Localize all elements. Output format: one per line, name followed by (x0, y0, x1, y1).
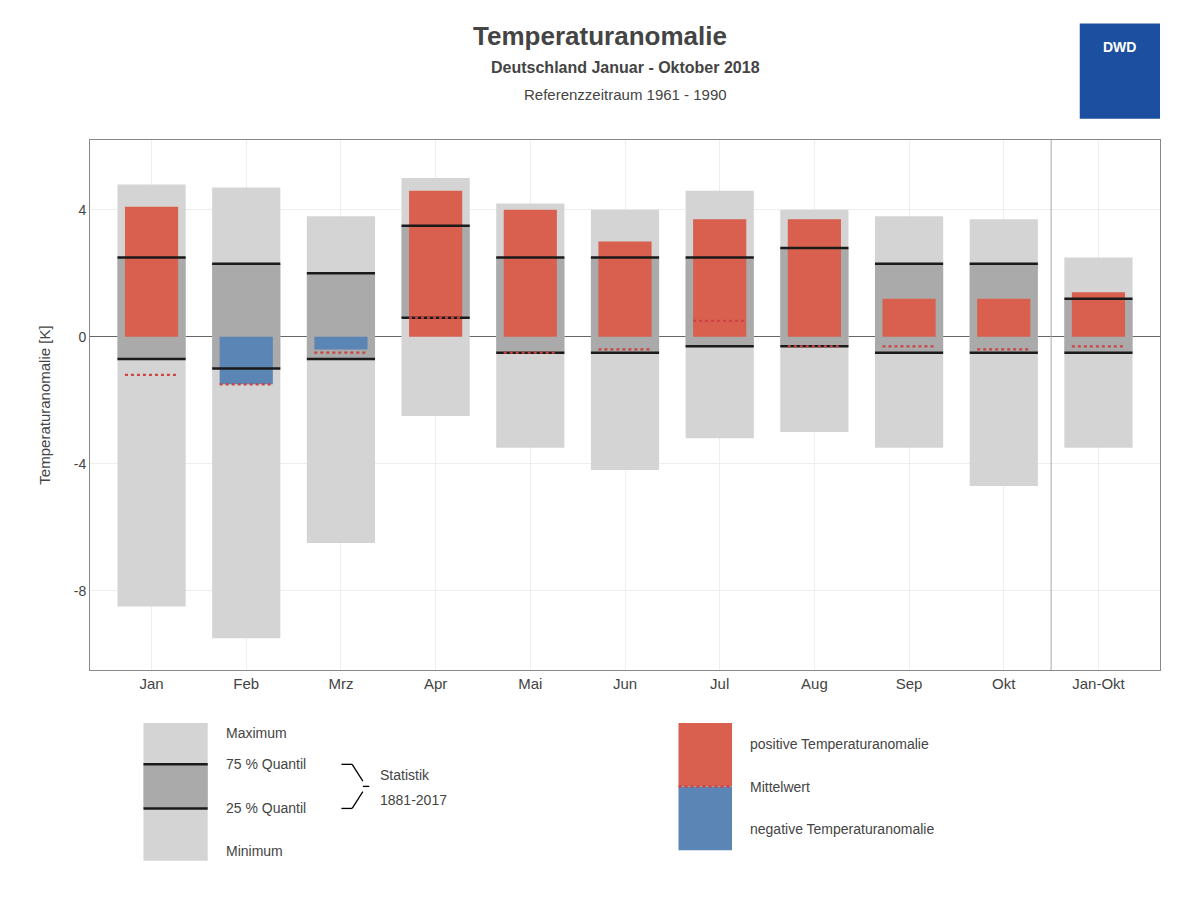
svg-text:Statistik: Statistik (380, 767, 430, 783)
svg-text:Maximum: Maximum (226, 725, 287, 741)
svg-text:negative Temperaturanomalie: negative Temperaturanomalie (750, 821, 934, 837)
svg-text:Mai: Mai (518, 675, 542, 692)
svg-text:Temperaturanomalie [K]: Temperaturanomalie [K] (36, 325, 53, 484)
svg-text:Minimum: Minimum (226, 843, 283, 859)
svg-text:Jul: Jul (710, 675, 729, 692)
svg-text:positive Temperaturanomalie: positive Temperaturanomalie (750, 736, 929, 752)
svg-text:Temperaturanomalie: Temperaturanomalie (473, 21, 727, 51)
svg-text:25 % Quantil: 25 % Quantil (226, 800, 306, 816)
svg-text:Deutschland Januar - Oktober 2: Deutschland Januar - Oktober 2018 (491, 59, 760, 76)
svg-text:Apr: Apr (424, 675, 447, 692)
svg-text:Mrz: Mrz (328, 675, 353, 692)
svg-text:-8: -8 (74, 583, 87, 599)
svg-text:Sep: Sep (896, 675, 923, 692)
svg-text:Aug: Aug (801, 675, 828, 692)
svg-text:Jan-Okt: Jan-Okt (1072, 675, 1125, 692)
svg-text:0: 0 (78, 329, 86, 345)
svg-text:DWD: DWD (1103, 39, 1136, 55)
svg-text:Feb: Feb (233, 675, 259, 692)
svg-text:Mittelwert: Mittelwert (750, 779, 810, 795)
svg-text:Jun: Jun (613, 675, 637, 692)
svg-text:75 % Quantil: 75 % Quantil (226, 756, 306, 772)
svg-text:Referenzzeitraum 1961 - 1990: Referenzzeitraum 1961 - 1990 (524, 86, 727, 103)
svg-text:Okt: Okt (992, 675, 1016, 692)
svg-text:1881-2017: 1881-2017 (380, 792, 447, 808)
svg-text:Jan: Jan (139, 675, 163, 692)
svg-text:4: 4 (78, 202, 86, 218)
svg-text:-4: -4 (74, 456, 87, 472)
